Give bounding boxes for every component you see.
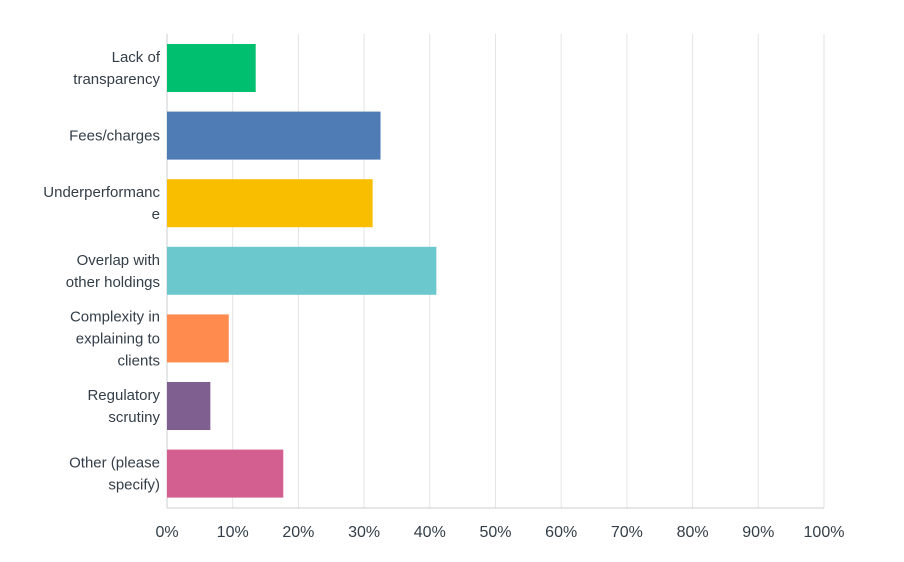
category-label: e [152,206,160,223]
bar-underperformance[interactable] [167,179,373,228]
category-label: Fees/charges [69,128,160,145]
bar-other-please-specify[interactable] [167,449,284,498]
category-label: Underperformanc [43,184,160,201]
bars-layer [167,44,437,498]
x-tick-label: 0% [155,524,178,541]
bar-fees-charges[interactable] [167,111,381,160]
category-label: Other (please [69,455,160,472]
category-label: Complexity in [70,308,160,325]
category-label: Regulatory [87,387,160,404]
x-tick-label: 70% [611,524,643,541]
x-tick-label: 10% [217,524,249,541]
bar-regulatory-scrutiny[interactable] [167,382,211,430]
x-tick-label: 80% [677,524,709,541]
category-label: clients [117,352,160,369]
category-label: Lack of [112,49,161,66]
category-label: scrutiny [108,409,160,426]
bar-overlap-with-other-holdings[interactable] [167,246,437,295]
category-label: Overlap with [77,252,160,269]
bar-complexity-in-explaining-to-clients[interactable] [167,314,229,363]
x-tick-label: 50% [479,524,511,541]
x-tick-label: 20% [282,524,314,541]
category-label: explaining to [76,330,160,347]
category-label: other holdings [66,274,160,291]
x-tick-label: 60% [545,524,577,541]
x-tick-label: 40% [414,524,446,541]
category-label: specify) [108,477,160,494]
category-labels: Lack of transparency Fees/charges Underperf… [43,49,161,494]
x-tick-labels: 0% 10% 20% 30% 40% 50% 60% 70% 80% 90% 100% [155,524,844,541]
x-tick-label: 30% [348,524,380,541]
x-tick-label: 100% [804,524,845,541]
bar-lack-of-transparency[interactable] [167,44,256,92]
x-tick-label: 90% [742,524,774,541]
category-label: transparency [73,71,160,88]
